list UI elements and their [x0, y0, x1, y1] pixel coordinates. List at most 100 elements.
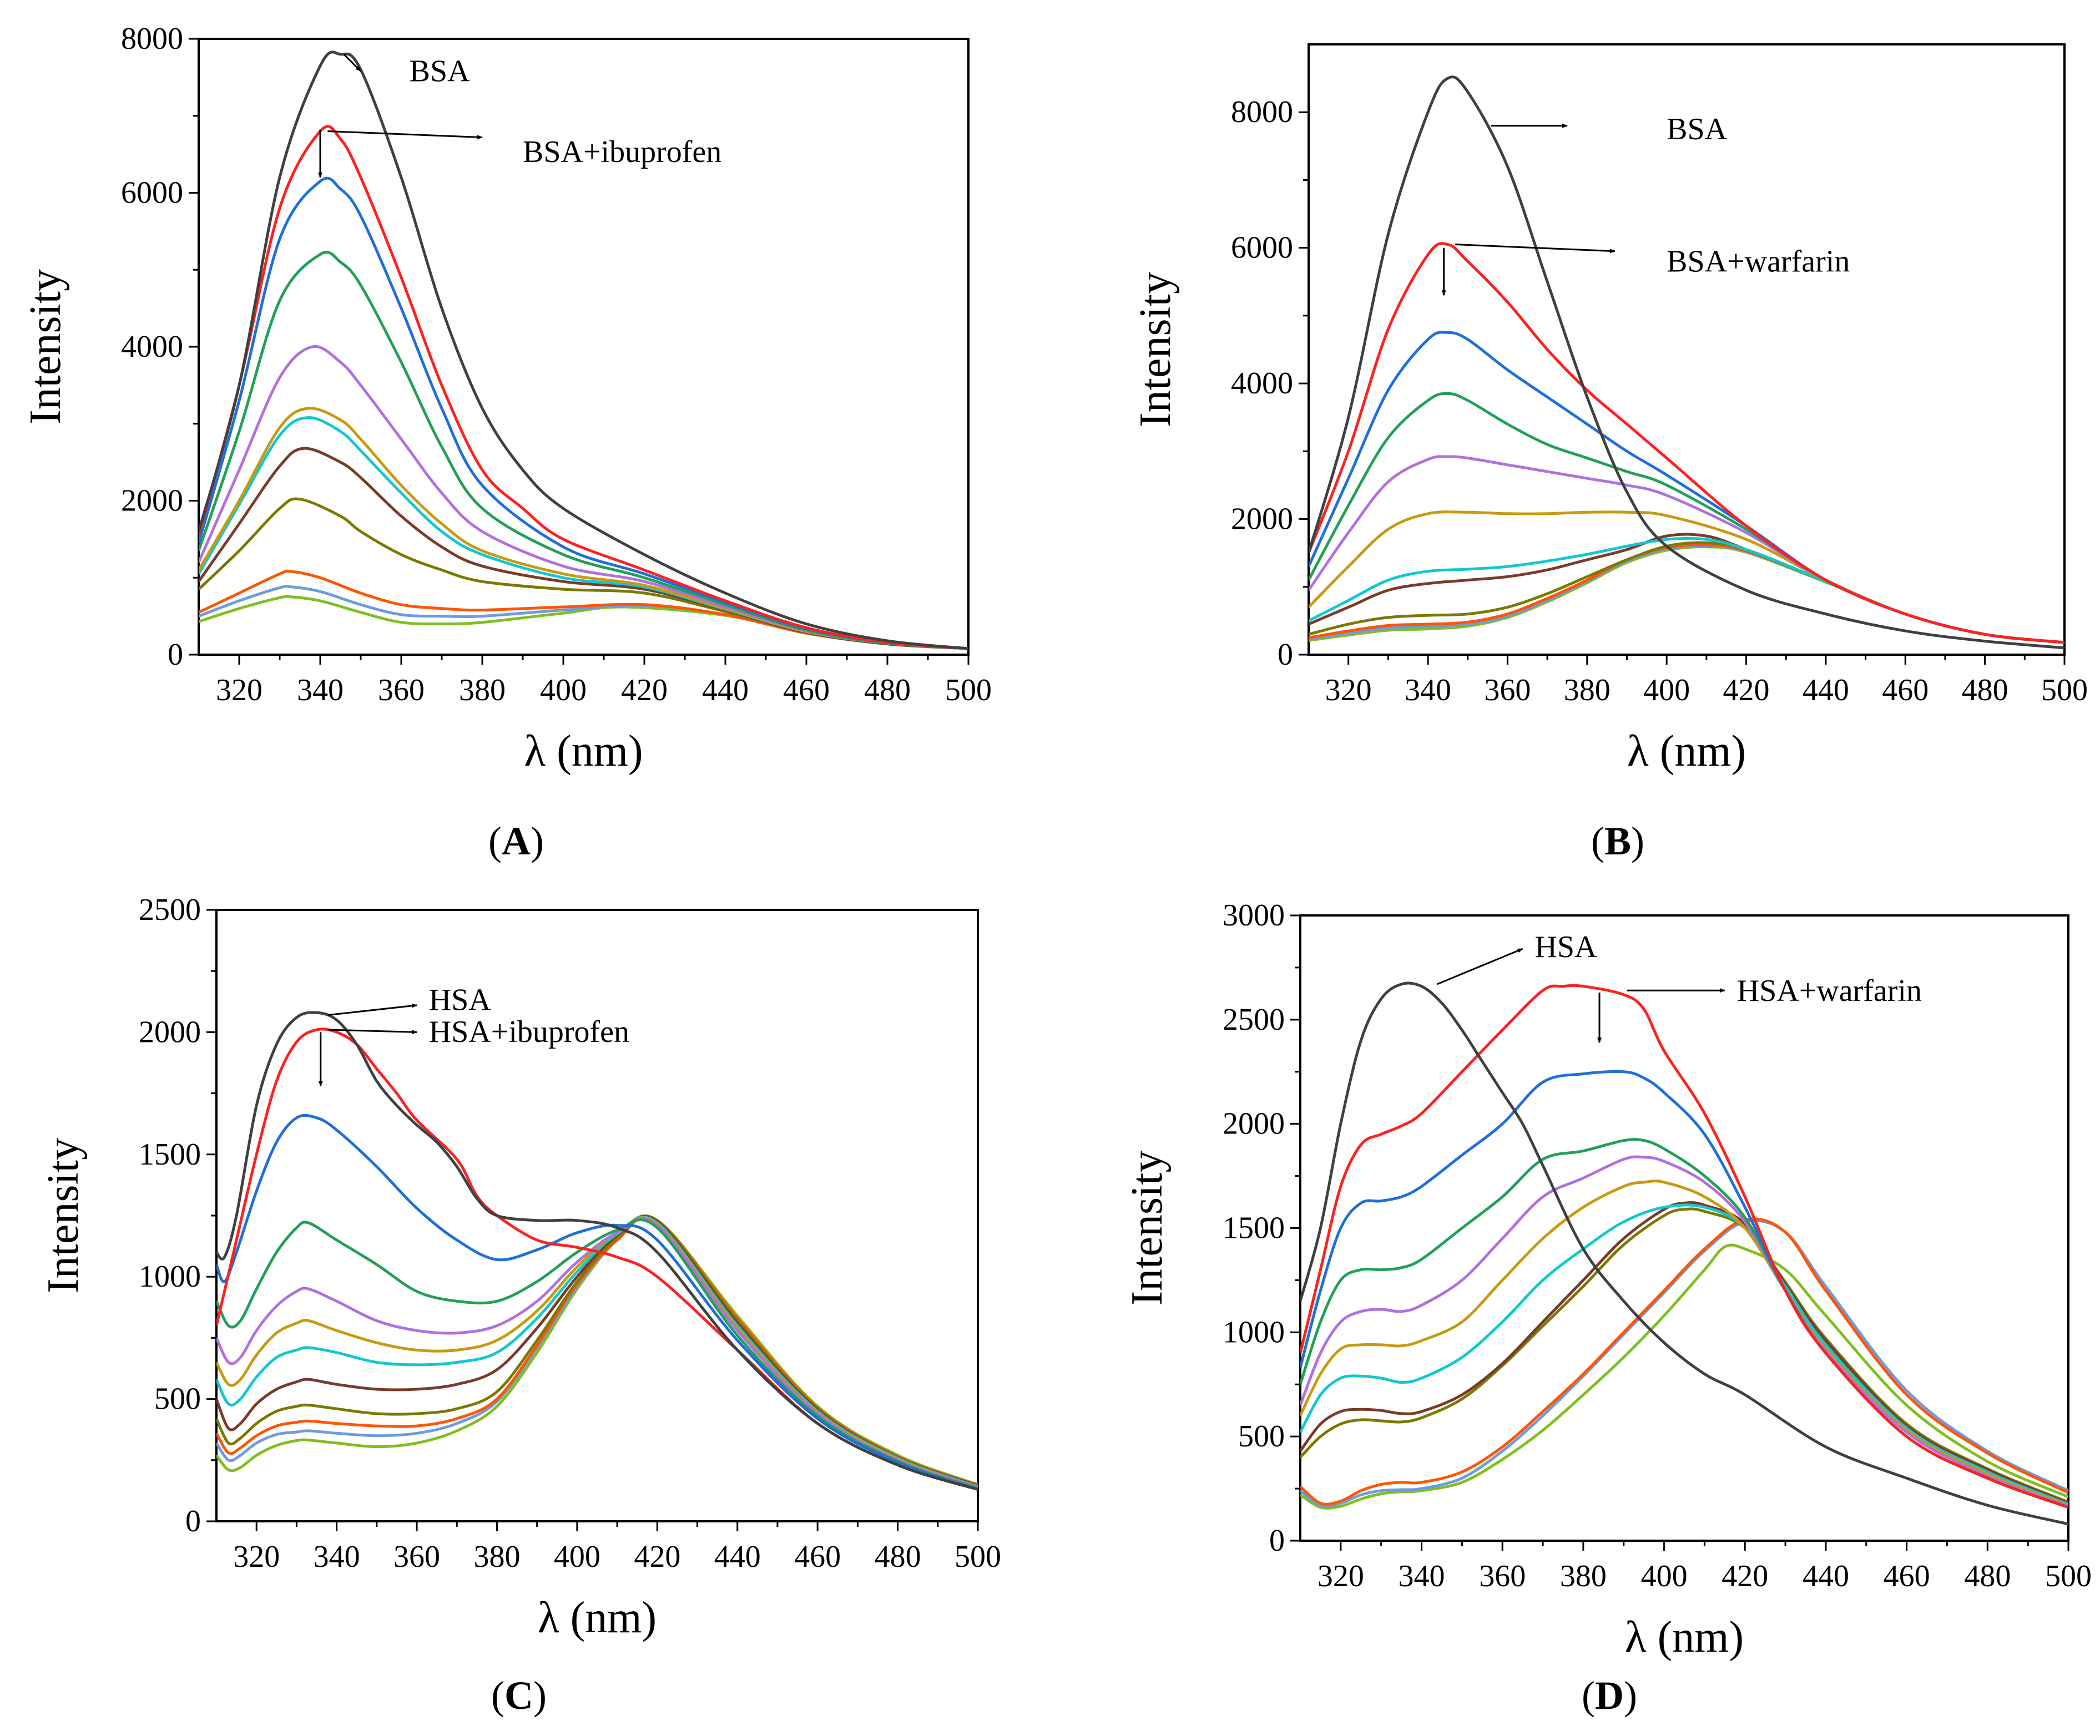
plot-frame — [1299, 914, 2069, 1542]
x-tick-label: 380 — [1564, 673, 1611, 707]
annotation-arrow — [1436, 948, 1523, 985]
x-tick-label: 400 — [540, 673, 587, 707]
x-tick-label: 420 — [621, 673, 668, 707]
annotation-label: BSA — [410, 54, 470, 88]
panel-caption: (D) — [1582, 1673, 1637, 1718]
series-line-7 — [199, 416, 968, 650]
x-tick-label: 480 — [1964, 1559, 2011, 1593]
panel-caption: (A) — [488, 819, 544, 863]
series-line-3 — [216, 1114, 978, 1491]
x-tick-label: 500 — [955, 1540, 1001, 1574]
x-tick-label: 380 — [473, 1540, 520, 1574]
y-tick-label: 3000 — [1223, 898, 1285, 933]
panel-caption: (B) — [1591, 819, 1644, 863]
plot-frame — [215, 909, 979, 1522]
x-tick-label: 340 — [314, 1540, 360, 1574]
y-axis-label: Intensity — [39, 1138, 88, 1293]
series-line-8 — [1300, 1201, 2068, 1505]
x-tick-label: 440 — [714, 1540, 761, 1574]
annotation-label: BSA — [1667, 112, 1727, 146]
series-line-2 — [1309, 242, 2064, 644]
annotation-label: HSA — [429, 983, 492, 1018]
annotation-label: HSA+warfarin — [1737, 974, 1922, 1008]
series-line-4 — [199, 251, 968, 650]
series-line-6 — [1309, 510, 2064, 644]
panel-caption: (C) — [491, 1673, 547, 1718]
y-tick-label: 2000 — [139, 1015, 201, 1049]
series-line-1 — [216, 1011, 978, 1491]
annotation-arrow — [327, 130, 483, 140]
x-tick-label: 480 — [875, 1540, 921, 1574]
x-tick-label: 420 — [1723, 673, 1770, 707]
y-tick-label: 2500 — [1223, 1003, 1285, 1037]
x-tick-label: 320 — [233, 1540, 280, 1574]
y-tick-label: 0 — [1269, 1524, 1285, 1558]
panel-caption-letter: B — [1604, 819, 1631, 863]
x-tick-label: 340 — [297, 673, 344, 707]
x-axis-label: λ (nm) — [538, 1593, 657, 1642]
chart-panel-c: 320 340 360 380 400 420 440 460 480 500 0 500 1000 15… — [39, 893, 1001, 1718]
series-line-5 — [1300, 1155, 2068, 1508]
series-line-7 — [1300, 1203, 2068, 1506]
series-line-5 — [216, 1217, 978, 1489]
chart-panel-d: 320 340 360 380 400 420 440 460 480 500 0 500 1000 15… — [1123, 898, 2092, 1718]
y-tick-label: 2500 — [139, 893, 201, 927]
annotation-arrow — [1455, 244, 1616, 254]
x-tick-label: 480 — [864, 673, 911, 707]
series-line-1 — [1309, 75, 2064, 650]
chart-panel-a: 320 340 360 380 400 420 440 460 480 500 0 2000 4000 6… — [21, 22, 992, 863]
y-tick-label: 8000 — [121, 22, 183, 56]
y-tick-label: 6000 — [1231, 231, 1293, 265]
x-tick-label: 340 — [1405, 673, 1451, 707]
x-tick-label: 420 — [634, 1540, 680, 1574]
x-tick-label: 440 — [1803, 1559, 1849, 1593]
series-line-12 — [1300, 1243, 2068, 1510]
series-line-10 — [1300, 1217, 2068, 1506]
x-tick-label: 340 — [1399, 1559, 1445, 1593]
annotation-arrow — [327, 1003, 418, 1016]
y-axis-label: Intensity — [1131, 272, 1180, 427]
x-tick-label: 420 — [1722, 1559, 1768, 1593]
y-tick-label: 1000 — [139, 1259, 201, 1294]
series-line-6 — [199, 407, 968, 650]
x-tick-label: 500 — [2041, 673, 2088, 707]
x-tick-label: 360 — [378, 673, 425, 707]
y-tick-label: 2000 — [121, 484, 183, 518]
series-line-5 — [199, 345, 968, 650]
x-tick-label: 440 — [702, 673, 749, 707]
series-line-3 — [1309, 331, 2064, 644]
x-tick-label: 400 — [1643, 673, 1690, 707]
y-tick-label: 500 — [154, 1382, 201, 1416]
x-tick-label: 360 — [1484, 673, 1531, 707]
x-tick-label: 380 — [1560, 1559, 1607, 1593]
annotation-label: BSA+ibuprofen — [523, 135, 721, 169]
y-tick-label: 4000 — [1231, 366, 1293, 401]
y-tick-label: 1000 — [1223, 1315, 1285, 1349]
x-axis-label: λ (nm) — [1627, 727, 1746, 776]
annotation-label: HSA+ibuprofen — [429, 1015, 629, 1049]
y-tick-label: 2000 — [1223, 1107, 1285, 1141]
series-line-6 — [1300, 1180, 2068, 1507]
panel-caption-letter: D — [1595, 1673, 1624, 1718]
y-tick-label: 2000 — [1231, 502, 1293, 537]
x-tick-label: 500 — [945, 673, 992, 707]
x-tick-label: 360 — [393, 1540, 440, 1574]
y-tick-label: 0 — [168, 637, 183, 672]
series-line-2 — [1300, 984, 2068, 1509]
y-axis-label: Intensity — [1123, 1151, 1172, 1306]
x-axis-label: λ (nm) — [1625, 1613, 1744, 1662]
annotation-arrow — [327, 1029, 418, 1035]
annotation-label: HSA — [1534, 930, 1597, 964]
y-tick-label: 500 — [1238, 1419, 1285, 1454]
x-tick-label: 320 — [1325, 673, 1372, 707]
series-line-1 — [199, 50, 968, 650]
panel-caption-letter: A — [502, 819, 531, 863]
series-line-4 — [216, 1218, 978, 1490]
x-tick-label: 320 — [216, 673, 262, 707]
y-tick-label: 6000 — [121, 176, 183, 210]
y-tick-label: 8000 — [1231, 95, 1293, 129]
annotation-label: BSA+warfarin — [1667, 244, 1850, 279]
y-tick-label: 0 — [185, 1504, 201, 1538]
x-axis-label: λ (nm) — [524, 727, 643, 776]
y-tick-label: 1500 — [1223, 1211, 1285, 1246]
